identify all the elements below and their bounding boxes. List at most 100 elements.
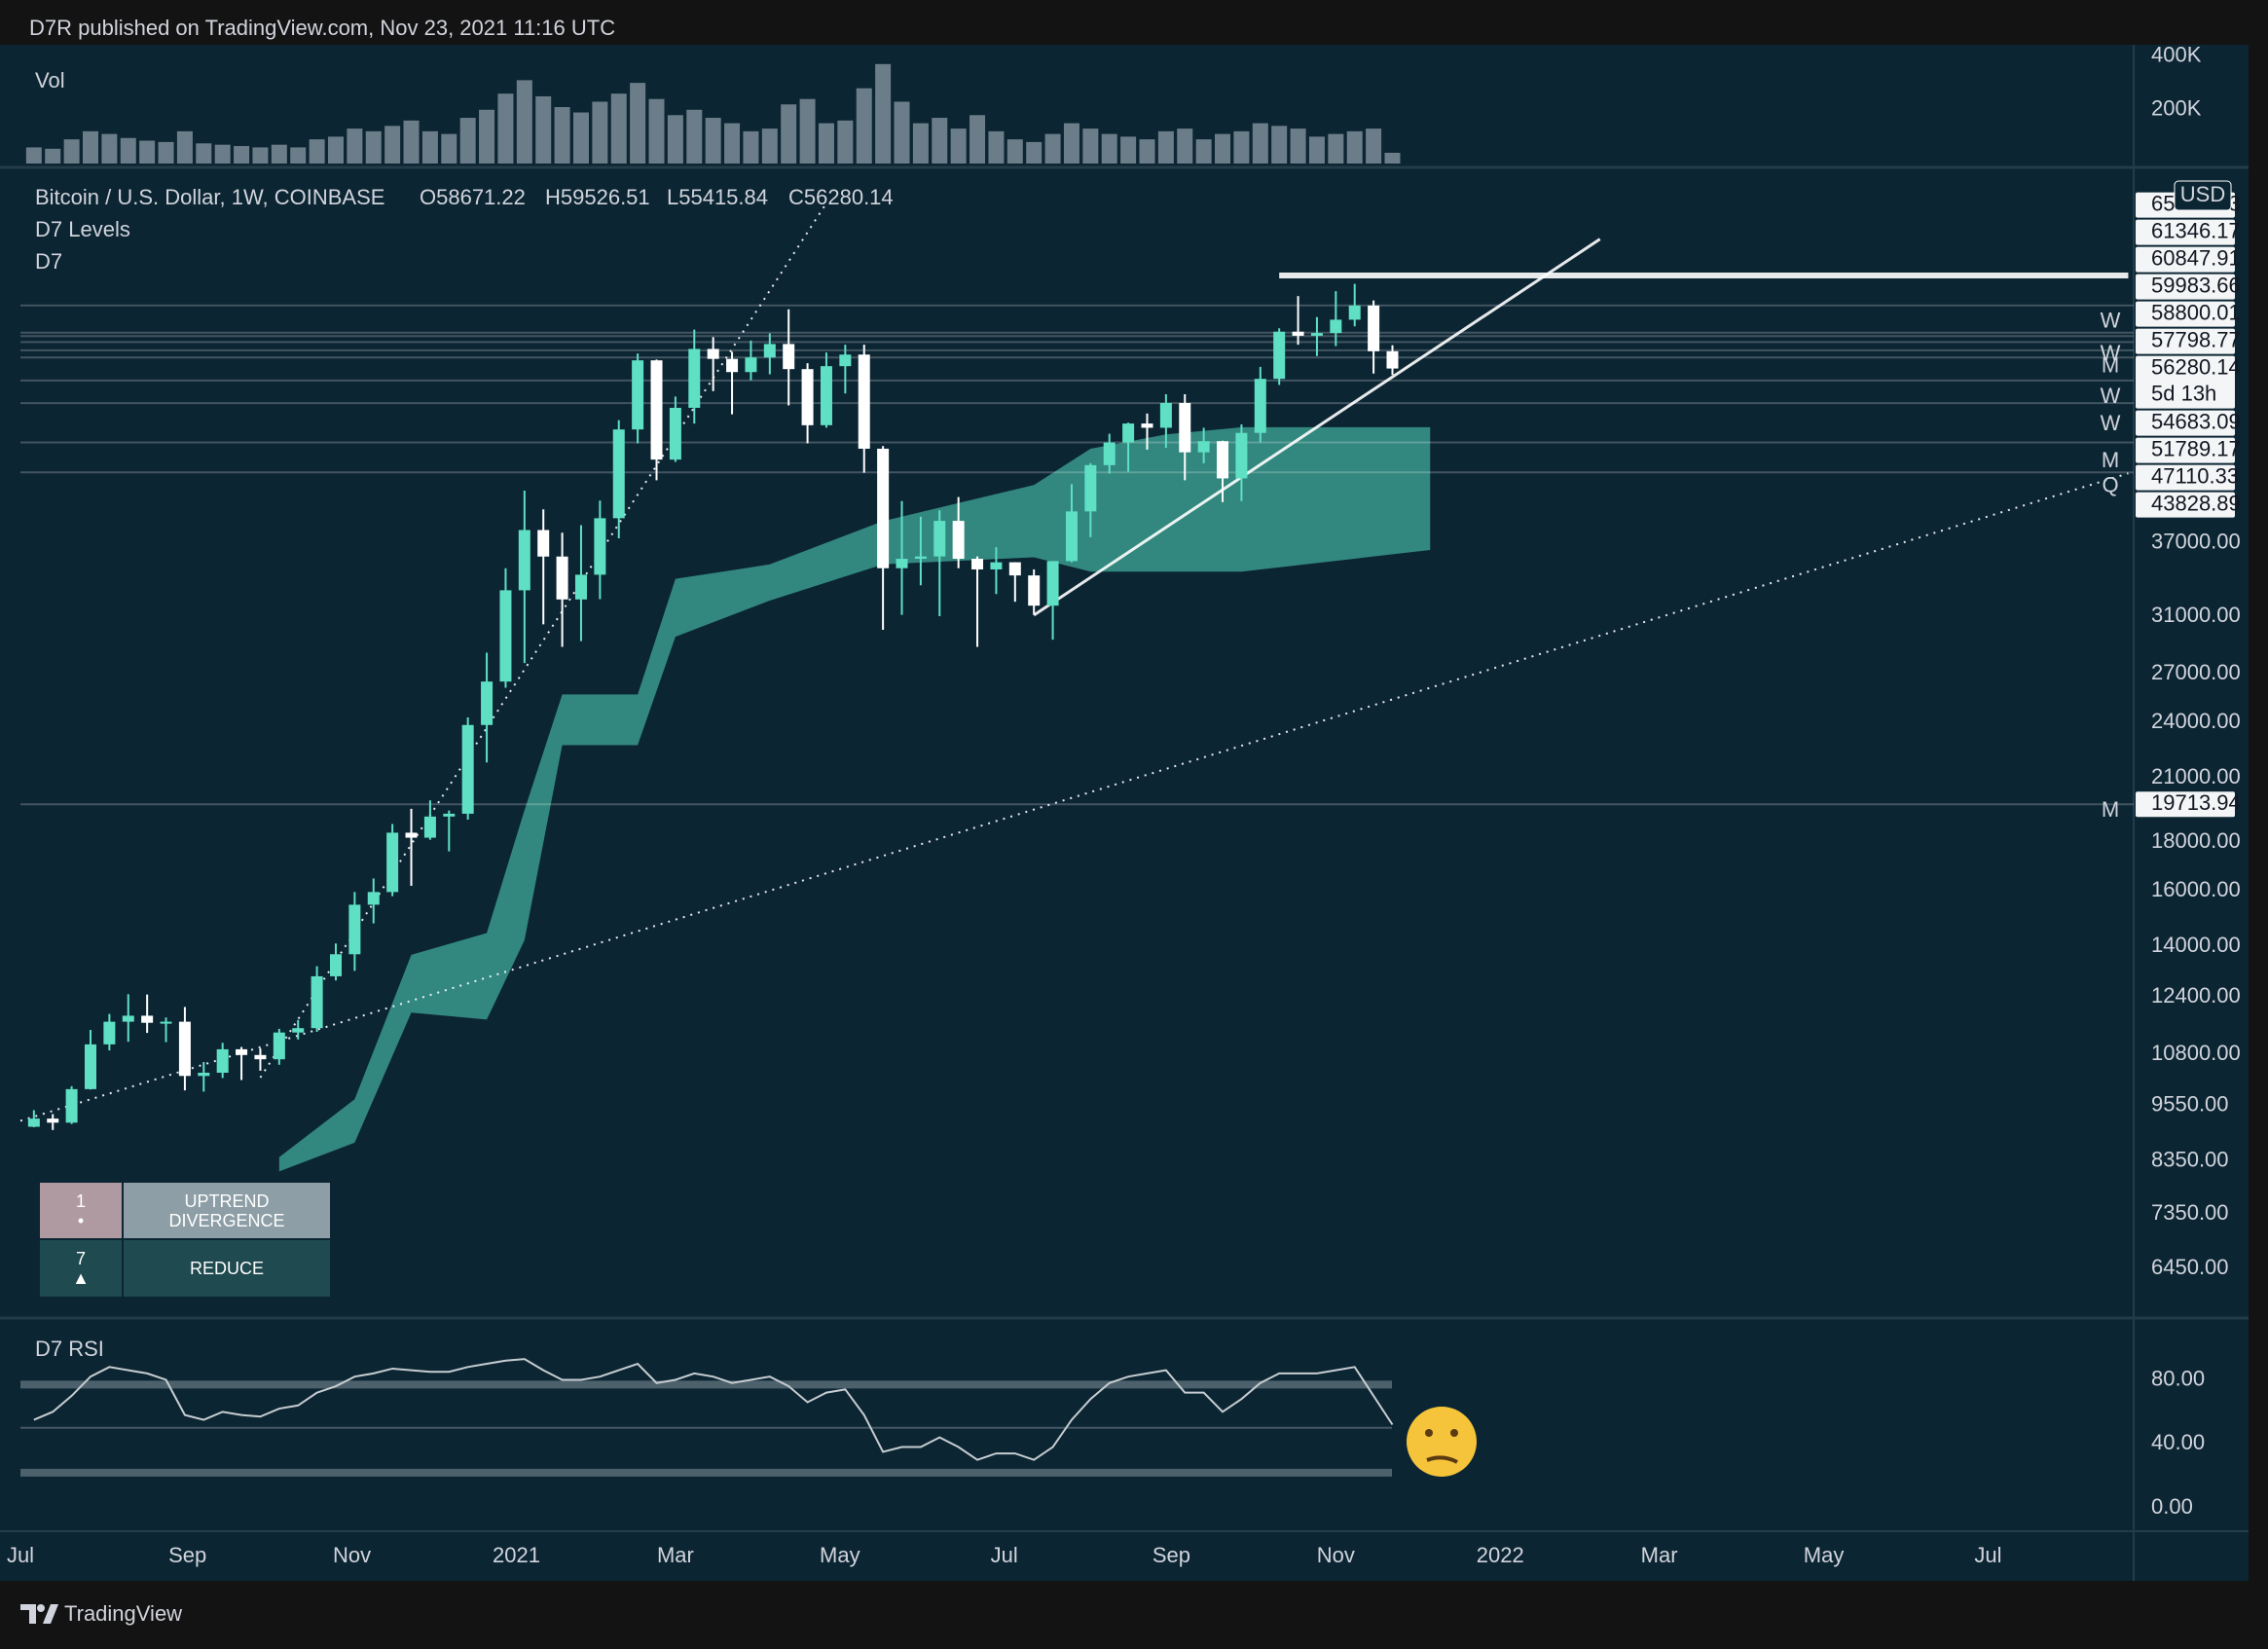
volume-tick-label: 400K <box>2151 42 2202 66</box>
volume-bar <box>572 112 589 164</box>
level-mark: W <box>2101 411 2121 435</box>
volume-bar <box>950 128 967 164</box>
price-label: 61346.17 <box>2151 218 2241 242</box>
volume-bar <box>82 130 98 164</box>
candle-body <box>707 348 719 359</box>
volume-bar <box>1328 133 1344 164</box>
volume-bar <box>535 95 552 164</box>
candle-body <box>971 559 984 569</box>
level-mark: M <box>2102 448 2119 472</box>
volume-bar <box>1233 130 1250 164</box>
candle-body <box>1292 331 1304 336</box>
volume-bar <box>667 115 683 164</box>
volume-bar <box>1157 130 1174 164</box>
level-mark: W <box>2101 308 2121 332</box>
volume-bar <box>1290 128 1306 164</box>
table-cell: REDUCE <box>123 1239 331 1298</box>
candle-body <box>1235 432 1248 479</box>
x-tick-label: Jul <box>7 1543 34 1567</box>
chart-title: Bitcoin / U.S. Dollar, 1W, COINBASE <box>35 185 384 209</box>
volume-bar <box>554 107 570 164</box>
level-mark: Q <box>2102 473 2118 497</box>
candle-body <box>178 1021 191 1077</box>
volume-bar <box>988 130 1005 164</box>
candle-body <box>650 360 663 460</box>
candle-body <box>1197 441 1210 453</box>
volume-bar <box>384 126 401 164</box>
ohlc-low: L55415.84 <box>667 185 768 209</box>
volume-bar <box>25 147 42 164</box>
volume-bar <box>686 109 703 164</box>
volume-bar <box>176 130 193 164</box>
volume-bar <box>347 128 363 164</box>
candle-body <box>858 354 870 449</box>
price-label: 54683.09 <box>2151 409 2241 433</box>
volume-bar <box>592 101 608 164</box>
candle-body <box>594 518 606 575</box>
rsi-tick-label: 40.00 <box>2151 1430 2205 1454</box>
table-cell: UPTREND DIVERGENCE <box>123 1182 331 1239</box>
volume-bar <box>837 120 854 164</box>
candle-body <box>669 407 681 460</box>
emoji <box>1407 1407 1477 1477</box>
candle-body <box>47 1118 59 1123</box>
price-label-box <box>2136 791 2235 818</box>
volume-bar <box>894 101 910 164</box>
candle-body <box>273 1032 285 1060</box>
volume-bar <box>1101 133 1117 164</box>
candle-body <box>65 1088 78 1123</box>
y-tick-label: 10800.00 <box>2151 1041 2241 1065</box>
cell-text: REDUCE <box>189 1259 264 1278</box>
volume-bar <box>799 98 816 164</box>
candle-body <box>574 574 587 600</box>
price-label-box <box>2136 410 2235 436</box>
volume-bar <box>761 128 778 164</box>
volume-bar <box>497 93 514 164</box>
x-tick-label: 2021 <box>493 1543 540 1567</box>
volume-bar <box>912 123 929 164</box>
countdown: 5d 13h <box>2151 381 2216 405</box>
candle-body <box>84 1044 96 1089</box>
candle-body <box>254 1054 267 1060</box>
currency-label: USD <box>2180 182 2225 206</box>
x-tick-label: Nov <box>333 1543 371 1567</box>
volume-bar <box>290 147 307 164</box>
candle-body <box>27 1118 40 1127</box>
candle-body <box>1386 350 1399 369</box>
price-label: 60847.91 <box>2151 245 2241 270</box>
candle-body <box>160 1021 172 1024</box>
y-tick-label: 24000.00 <box>2151 709 2241 733</box>
volume-bar <box>932 118 948 164</box>
candle-body <box>537 530 550 557</box>
y-tick-label: 12400.00 <box>2151 983 2241 1008</box>
candle-body <box>292 1028 305 1033</box>
price-label: 43828.89 <box>2151 491 2241 515</box>
candle-body <box>1028 575 1041 606</box>
rsi-line <box>33 1358 1394 1461</box>
volume-bar <box>516 80 532 164</box>
rsi-tick-label: 80.00 <box>2151 1366 2205 1390</box>
volume-bar <box>1195 139 1212 164</box>
candle-body <box>556 556 568 600</box>
candle-body <box>103 1021 116 1044</box>
volume-bar <box>45 148 61 164</box>
y-tick-label: 8350.00 <box>2151 1148 2229 1172</box>
volume-bar <box>327 136 344 164</box>
x-tick-label: May <box>820 1543 860 1567</box>
cell-text: 7 <box>75 1249 86 1268</box>
cloud <box>278 426 1431 1172</box>
candle-body <box>236 1048 248 1055</box>
candle-body <box>1122 423 1135 443</box>
candle-body <box>1179 402 1191 453</box>
table-cell: 7 ▲ <box>39 1239 123 1298</box>
candle-body <box>1368 305 1380 351</box>
cell-icon: ▲ <box>72 1268 90 1288</box>
volume-bar <box>610 93 627 164</box>
candle-body <box>914 556 927 560</box>
price-label-box <box>2136 301 2235 327</box>
price-label: 47110.33 <box>2151 463 2239 488</box>
volume-bar <box>139 140 156 164</box>
volume-bar <box>441 133 457 164</box>
candle-body <box>820 366 832 425</box>
